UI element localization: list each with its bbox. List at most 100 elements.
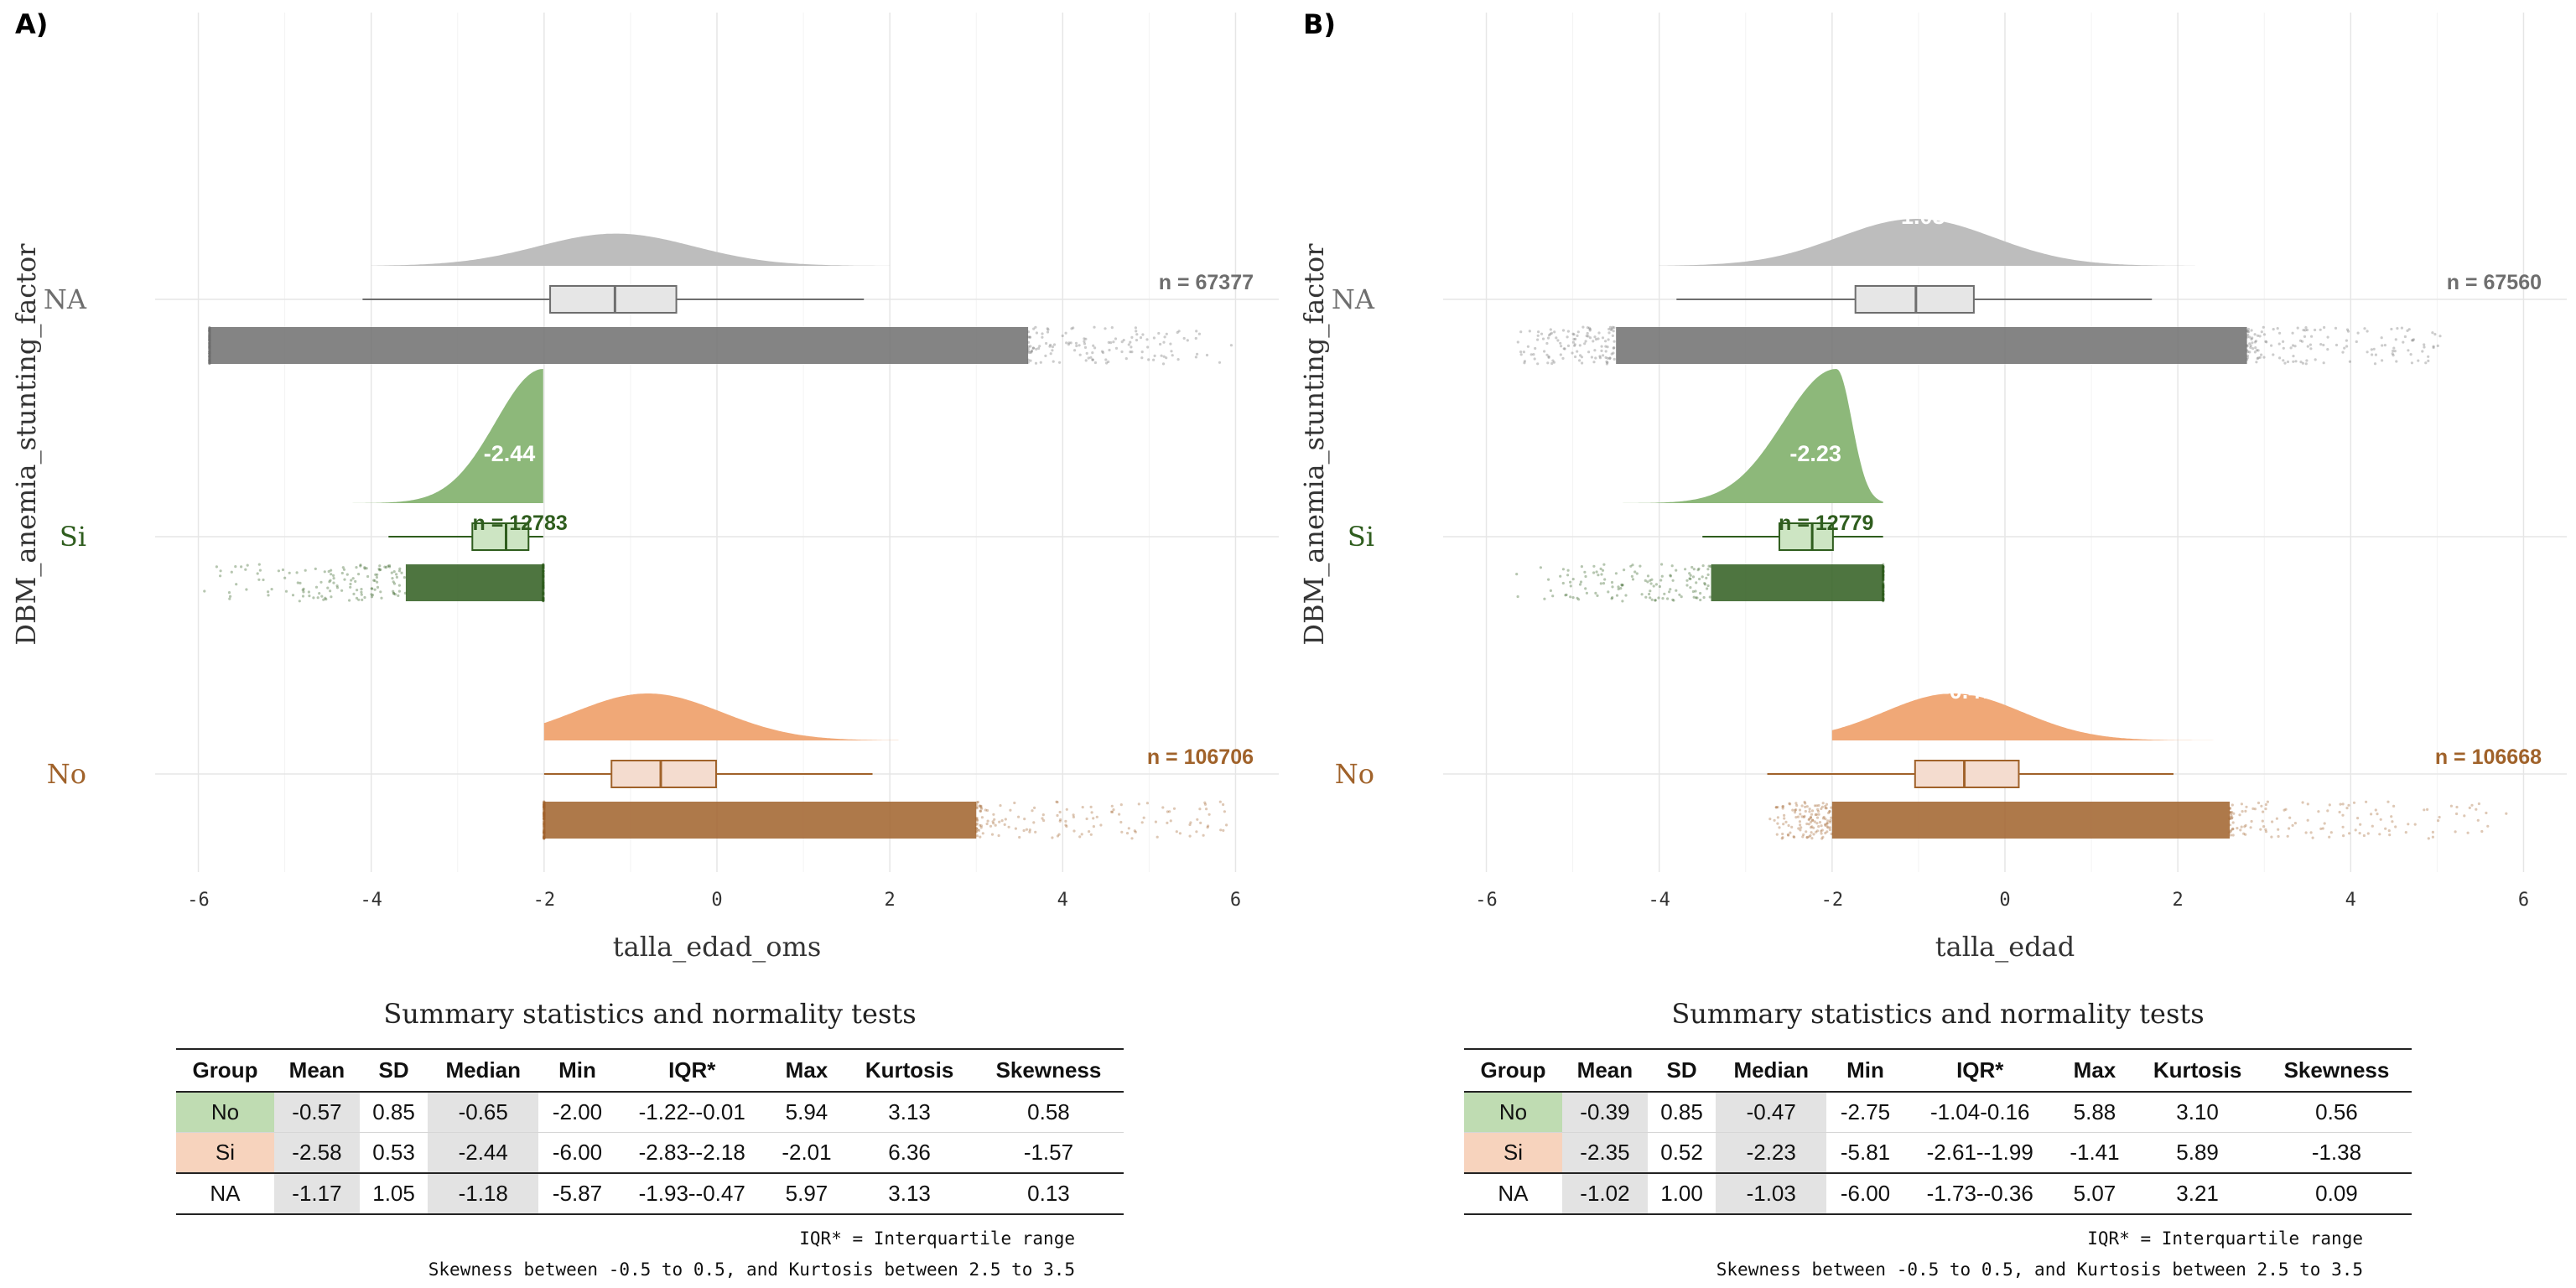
rain-point <box>1588 329 1592 332</box>
rain-point <box>208 335 211 340</box>
rain-point <box>2292 355 2295 358</box>
rain-point <box>2432 345 2435 348</box>
rain-point <box>1617 585 1620 589</box>
box-si <box>471 522 530 551</box>
rain-point <box>1615 594 1619 597</box>
rain-point <box>1815 822 1819 825</box>
rain-point <box>1041 817 1044 820</box>
rain-point <box>543 801 546 804</box>
rain-point <box>257 563 261 566</box>
rain-point <box>2391 352 2394 356</box>
rain-point <box>1882 593 1885 597</box>
rain-point <box>1882 579 1885 582</box>
cell-median: -0.65 <box>428 1092 539 1133</box>
rain-point <box>543 810 546 814</box>
rain-point <box>2246 354 2250 357</box>
column-header: Kurtosis <box>845 1048 974 1093</box>
rain-point <box>543 822 546 826</box>
cell-mean: -0.39 <box>1561 1092 1648 1133</box>
rain-point <box>402 576 406 579</box>
rain-point <box>1882 599 1885 602</box>
x-tick-label: 4 <box>2345 890 2356 911</box>
rain-point <box>543 808 546 811</box>
rain-point <box>1680 595 1683 599</box>
column-header: Max <box>767 1048 846 1093</box>
rain-point <box>991 820 995 823</box>
rain-point <box>1586 326 1589 330</box>
rain-point <box>2427 355 2430 358</box>
rain-point <box>2407 823 2410 826</box>
rain-point <box>1559 574 1562 578</box>
rain-point <box>1882 584 1885 587</box>
rain-point <box>296 581 299 584</box>
rain-point <box>1125 832 1130 835</box>
rain-point <box>1547 578 1550 581</box>
rain-point <box>1882 584 1885 588</box>
rain-point <box>1631 578 1635 581</box>
rain-point <box>543 830 546 834</box>
rain-points <box>1516 325 2442 366</box>
rain-point <box>543 813 546 817</box>
rain-point <box>1105 361 1109 365</box>
rain-point <box>1092 817 1095 820</box>
rain-point <box>356 589 359 592</box>
rain-point <box>980 807 984 810</box>
rain-point <box>1159 342 1162 346</box>
rain-point <box>208 345 211 349</box>
rain-point <box>1649 579 1652 582</box>
rain-point <box>1576 330 1580 334</box>
rain-point <box>384 566 388 569</box>
n-label: n = 12779 <box>1779 512 1873 535</box>
rain-point <box>1177 330 1181 333</box>
rain-point <box>2243 825 2246 828</box>
rain-point <box>1048 345 1052 348</box>
x-tick-label: -2 <box>533 890 556 911</box>
rain-point <box>1064 331 1067 335</box>
rain-point <box>2394 825 2397 828</box>
rain-points <box>1515 563 1885 603</box>
rain-point <box>1176 330 1179 335</box>
rain-point <box>1810 825 1814 828</box>
rain-point <box>2291 823 2294 828</box>
rain-point <box>1882 578 1885 581</box>
rain-point <box>1882 584 1885 588</box>
rain-point <box>542 596 545 600</box>
rain-point <box>2421 350 2424 353</box>
rain-point <box>543 829 546 833</box>
rain-point <box>2276 327 2279 330</box>
rain-point <box>359 564 362 567</box>
rain-point <box>1032 327 1036 330</box>
rain-point <box>1784 820 1788 824</box>
rain-point <box>267 594 270 597</box>
rain-point <box>1882 580 1885 584</box>
rain-point <box>543 832 546 835</box>
rain-point <box>1046 328 1050 331</box>
rain-point <box>2338 810 2341 814</box>
rain-point <box>2277 828 2280 831</box>
rain-point <box>208 334 211 337</box>
rain-point <box>1824 818 1827 821</box>
rain-point <box>543 835 546 839</box>
rain-point <box>355 566 358 569</box>
rain-point <box>1072 326 1075 330</box>
rain-point <box>1792 835 1795 839</box>
rain-point <box>1175 830 1178 834</box>
rain-point <box>2229 812 2232 816</box>
rain-point <box>1109 810 1114 813</box>
rain-point <box>1571 332 1575 335</box>
rain-point <box>1045 341 1048 345</box>
rain-point <box>2477 802 2480 806</box>
rain-point <box>208 352 211 356</box>
rain-point <box>542 594 545 597</box>
rain-point <box>1669 574 1672 577</box>
rain-point <box>1000 819 1004 823</box>
rain-point <box>543 808 546 812</box>
cell-max: -2.01 <box>767 1132 846 1174</box>
rain-point <box>542 591 545 595</box>
rain-point <box>1196 818 1199 821</box>
rain-point <box>2231 803 2234 807</box>
rain-point <box>1580 565 1583 569</box>
rain-point <box>543 802 546 806</box>
rain-point <box>330 569 333 572</box>
rain-point <box>1816 808 1820 812</box>
